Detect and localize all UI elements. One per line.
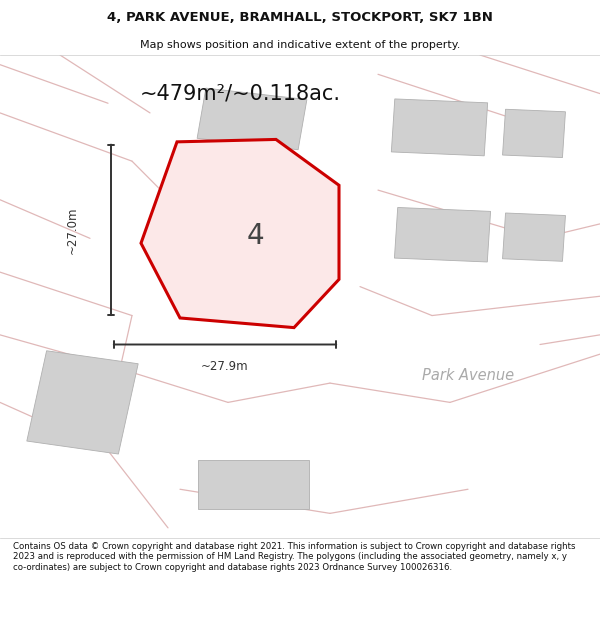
Polygon shape xyxy=(198,460,309,509)
Text: Map shows position and indicative extent of the property.: Map shows position and indicative extent… xyxy=(140,39,460,49)
Polygon shape xyxy=(27,351,138,454)
Polygon shape xyxy=(503,213,565,261)
Text: Contains OS data © Crown copyright and database right 2021. This information is : Contains OS data © Crown copyright and d… xyxy=(13,542,576,572)
Polygon shape xyxy=(198,231,306,282)
Polygon shape xyxy=(197,88,307,150)
Polygon shape xyxy=(394,208,491,262)
Text: Park Avenue: Park Avenue xyxy=(422,368,514,383)
Text: ~27.0m: ~27.0m xyxy=(65,206,79,254)
Polygon shape xyxy=(503,109,565,158)
Text: 4: 4 xyxy=(246,222,264,250)
Polygon shape xyxy=(391,99,488,156)
Text: ~27.9m: ~27.9m xyxy=(201,360,249,372)
Text: 4, PARK AVENUE, BRAMHALL, STOCKPORT, SK7 1BN: 4, PARK AVENUE, BRAMHALL, STOCKPORT, SK7… xyxy=(107,11,493,24)
Text: ~479m²/~0.118ac.: ~479m²/~0.118ac. xyxy=(139,84,341,104)
Polygon shape xyxy=(141,139,339,328)
